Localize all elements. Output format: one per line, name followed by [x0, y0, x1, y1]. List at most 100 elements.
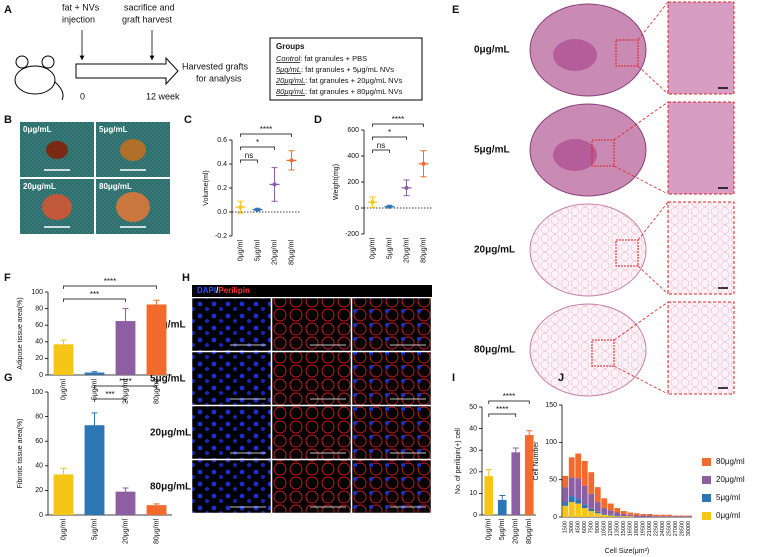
y-tick-label: 20 [35, 487, 43, 494]
bar-segment [633, 513, 640, 516]
y-axis-title: Volume(ml) [203, 170, 210, 205]
y-tick-label: 30 [469, 447, 477, 454]
bar-segment [607, 514, 614, 516]
bar-segment [607, 503, 614, 511]
x-tick-label: 21000 [647, 521, 653, 536]
bar-segment [614, 508, 621, 513]
micrograph [351, 459, 432, 514]
x-tick-label: 7500 [589, 521, 595, 533]
bar [115, 491, 136, 515]
bar-segment [562, 502, 569, 506]
bar-segment [627, 512, 634, 515]
graft [42, 194, 72, 220]
bar [53, 474, 74, 515]
graft [120, 139, 146, 161]
bar-segment [607, 515, 614, 517]
label: Harvested grafts [182, 61, 249, 71]
groups-title: Groups [276, 42, 305, 51]
y-tick-label: 50 [469, 404, 477, 411]
significance-label: * [256, 138, 259, 147]
bar-segment [568, 496, 575, 503]
tissue [529, 303, 647, 397]
group-row: 5μg/mL: fat granules + 5μg/mL NVs [276, 65, 394, 74]
x-tick-label: 5μg/ml [91, 379, 98, 401]
photo-label: 80μg/mL [99, 182, 132, 191]
significance-label: ns [377, 141, 385, 150]
micrograph [351, 297, 432, 352]
bar-segment [594, 511, 601, 514]
x-tick-label: 24000 [660, 521, 666, 536]
row-label: 5μg/mL [150, 374, 186, 385]
x-tick-label: 30000 [686, 521, 692, 536]
bar-segment [614, 512, 621, 516]
error-bar [91, 412, 98, 426]
y-tick-label: 400 [347, 153, 359, 160]
y-tick-label: 50 [549, 477, 557, 484]
zoom [667, 101, 735, 195]
zoom-link [637, 1, 669, 41]
x-tick-label: 3000 [569, 521, 575, 533]
y-tick-label: 0 [355, 205, 359, 212]
groups-box [269, 37, 423, 101]
y-tick-label: 80 [35, 305, 43, 312]
photos: 0μg/mL 5μg/mL 20μg/mL 80μg/mL [20, 122, 170, 234]
x-tick-label: 0μg/ml [486, 519, 493, 541]
row-label: 20μg/mL [474, 245, 515, 256]
group-row: 20μg/mL: fat granules + 20μg/mL NVs [275, 76, 403, 85]
significance-label: **** [104, 277, 116, 286]
y-tick-label: 0 [39, 512, 43, 519]
significance-bracket [372, 123, 424, 127]
micrograph [351, 351, 432, 406]
significance-label: **** [260, 125, 272, 134]
x-tick-label: 20μg/ml [122, 379, 129, 404]
bar [84, 372, 105, 375]
bar [511, 452, 521, 515]
legend-label: 0μg/ml [716, 511, 740, 520]
bar-segment [640, 514, 647, 516]
label: injection [62, 14, 95, 24]
bar-segment [620, 514, 627, 517]
timeline-arrow [75, 56, 179, 86]
roi [591, 139, 615, 167]
bar [497, 499, 507, 515]
error-bar [122, 308, 129, 322]
significance-bracket [488, 400, 530, 404]
zoom-link [637, 65, 669, 95]
bar-segment [601, 508, 608, 515]
error-bar [512, 447, 519, 453]
x-tick-label: 10500 [602, 521, 608, 536]
x-tick-label: 12000 [608, 521, 614, 536]
bar-segment [568, 477, 575, 497]
bar-segment [679, 516, 686, 517]
mean-dot [387, 204, 392, 209]
bar-segment [581, 461, 588, 486]
label: fat + NVs [62, 2, 100, 12]
group-name: 80μg/mL [276, 87, 305, 96]
bar-segment [581, 485, 588, 505]
significance-label: ns [245, 151, 253, 160]
significance-bracket [240, 146, 275, 150]
x-tick-label: 20μg/ml [403, 238, 410, 263]
y-axis-title: No. of perilipin(+) cell [455, 428, 462, 494]
mouse-ear [15, 55, 29, 69]
row-label: 20μg/mL [150, 428, 191, 439]
y-tick-label: 0 [39, 372, 43, 379]
y-tick-label: 0 [553, 514, 557, 521]
bar-segment [627, 514, 634, 517]
bar-segment [666, 516, 673, 517]
zoom [667, 301, 735, 395]
mean-dot [238, 205, 243, 210]
significance-bracket [488, 413, 517, 417]
bar-segment [620, 516, 627, 517]
error-bar [122, 487, 129, 492]
row-label: 80μg/mL [150, 482, 191, 493]
photo-label: 20μg/mL [23, 182, 56, 191]
significance-label: **** [119, 377, 131, 386]
zoom-link [613, 365, 669, 395]
group-name: 20μg/mL [275, 76, 305, 85]
panel-letter: J [558, 372, 564, 384]
y-tick-label: 100 [31, 289, 43, 296]
micrograph [271, 459, 352, 514]
row-label: 0μg/mL [150, 320, 186, 331]
y-tick-label: 150 [545, 402, 557, 409]
